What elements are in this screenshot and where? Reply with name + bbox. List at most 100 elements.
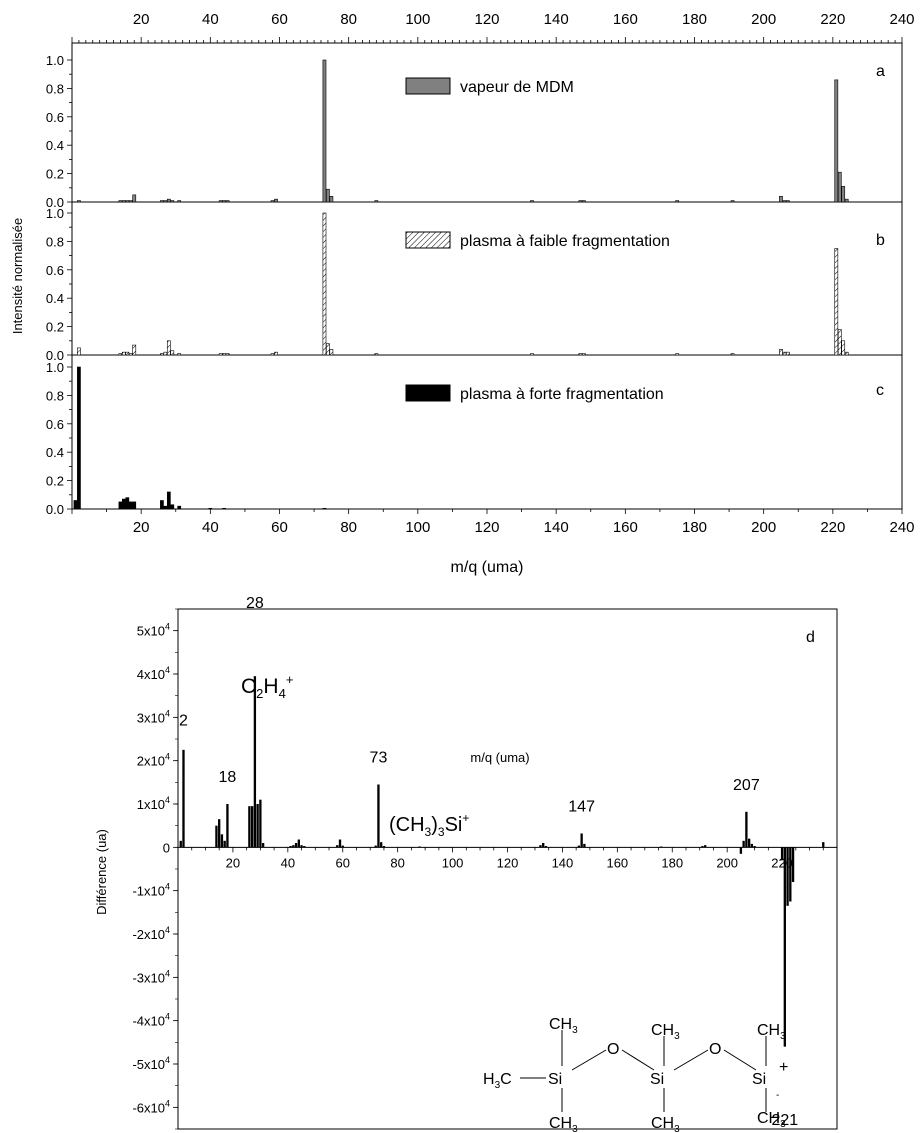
top-y-tick-label: 0.6 [46, 110, 64, 125]
bar-b-mz-28 [166, 340, 171, 356]
diff-bar-mz-2 [182, 749, 185, 848]
bar-a-mz-207 [786, 200, 790, 203]
bar-b-mz-74 [326, 343, 330, 356]
diff-bar-mz-146 [577, 845, 581, 848]
top-ticks [67, 37, 903, 514]
svg-text:Si: Si [752, 1071, 766, 1088]
bar-a-mz-18 [132, 194, 137, 203]
top-y-tick-label: 0.4 [46, 445, 64, 460]
top-x-tick-label: 140 [544, 11, 569, 28]
diff-y-tick-label: -1x104 [132, 882, 170, 899]
bar-a-mz-27 [163, 200, 168, 203]
top-y-tick-label: 1.0 [46, 206, 64, 221]
diff-bar-mz-74 [380, 842, 383, 848]
svg-text:O: O [709, 1041, 721, 1058]
svg-text:CH3: CH3 [549, 1115, 578, 1133]
bar-a-mz-28 [166, 198, 171, 203]
legend-label-b: plasma à faible fragmentation [460, 233, 670, 250]
diff-y-tick-label: 1x104 [137, 795, 170, 812]
diff-bar-mz-209 [750, 843, 754, 848]
diff-bar-mz-16 [220, 834, 224, 848]
bar-a-mz-17 [128, 200, 133, 203]
diff-x-tick-label: 20 [226, 855, 240, 870]
diff-bar-mz-224 [791, 847, 795, 882]
diff-bar-mz-191 [701, 846, 704, 848]
bar-c-mz-28 [166, 491, 171, 510]
top-x-tick-label: 240 [889, 11, 914, 28]
top-x-tick-label: 40 [202, 519, 219, 536]
diff-bar-mz-206 [742, 840, 745, 848]
svg-text:(CH3)3Si+: (CH3)3Si+ [389, 811, 469, 839]
bar-a-mz-58 [270, 200, 275, 203]
bar-c-mz-14 [118, 501, 123, 510]
panel-label-b: b [876, 232, 885, 249]
svg-text:O: O [607, 1041, 619, 1058]
bar-a-mz-222 [837, 171, 842, 203]
top-y-tick-label: 0.0 [46, 502, 64, 517]
bar-a-mz-2 [77, 200, 81, 203]
bar-b-mz-2 [77, 347, 81, 356]
top-y-tick-label: 0.6 [46, 417, 64, 432]
bar-c-mz-29 [170, 504, 175, 510]
bar-c-mz-18 [132, 501, 137, 510]
diff-bar-mz-44 [297, 839, 300, 848]
mdm-structure: CH3 CH3 CH3 H3C Si Si Si O O + - CH3 CH3… [483, 1016, 788, 1133]
diff-y-tick-label: -3x104 [132, 968, 170, 985]
diff-bar-mz-132 [539, 845, 542, 848]
diff-bar-mz-59 [338, 839, 342, 848]
top-y-tick-label: 0.0 [46, 348, 64, 363]
top-y-tick-label: 0.2 [46, 320, 64, 335]
top-y-tick-label: 0.2 [46, 167, 64, 182]
top-y-tick-label: 0.4 [46, 138, 64, 153]
diff-bar-mz-60 [341, 845, 344, 848]
bar-a-mz-44 [222, 200, 227, 203]
bar-a-mz-73 [322, 59, 327, 203]
diff-y-tick-label: 5x104 [137, 622, 170, 639]
bar-a-mz-147 [578, 200, 583, 203]
svg-text:Si: Si [548, 1071, 562, 1088]
svg-text:CH3: CH3 [757, 1110, 786, 1130]
bar-b-mz-205 [779, 349, 783, 356]
bar-a-mz-75 [329, 196, 334, 203]
bar-a-mz-43 [218, 200, 223, 203]
svg-text:CH3: CH3 [757, 1022, 786, 1042]
bar-b-mz-75 [329, 349, 334, 356]
bar-b-mz-16 [125, 351, 130, 356]
top-x-tick-label: 200 [751, 519, 776, 536]
bottom-x-axis-label: m/q (uma) [470, 750, 529, 765]
diff-bar-mz-14 [215, 825, 218, 848]
diff-bar-mz-27 [250, 806, 254, 848]
top-x-tick-label: 100 [405, 519, 430, 536]
top-y-tick-label: 0.6 [46, 263, 64, 278]
diff-bar-mz-45 [300, 845, 303, 848]
bar-a-mz-88 [374, 200, 379, 203]
svg-text:Si: Si [650, 1071, 664, 1088]
bar-b-mz-148 [581, 353, 586, 356]
legend-label-c: plasma à forte fragmentation [460, 386, 664, 403]
bar-b-mz-14 [118, 353, 123, 356]
bar-a-mz-15 [122, 200, 126, 203]
bar-b-mz-175 [675, 353, 680, 356]
bar-a-mz-45 [225, 200, 230, 203]
diff-x-tick-label: 60 [336, 855, 350, 870]
top-x-tick-label: 100 [405, 11, 430, 28]
diff-bar-mz-148 [583, 843, 586, 848]
bottom-y-tick-labels: 5x104 4x104 3x104 2x104 1x104 0 -1x104 -2x104 -3… [132, 622, 170, 1116]
top-x-tick-label: 160 [613, 519, 638, 536]
top-x-tick-labels-upper: 20 40 60 80 100 120 140 160 180 200 220 240 [133, 11, 915, 28]
svg-text:C2H4+: C2H4+ [241, 672, 293, 701]
legend-swatch-b [405, 231, 451, 249]
diff-x-tick-label: 200 [716, 855, 738, 870]
top-y-tick-label: 1.0 [46, 53, 64, 68]
top-x-tick-label: 220 [820, 11, 845, 28]
top-x-tick-label: 60 [271, 519, 288, 536]
diff-x-tick-label: 80 [390, 855, 404, 870]
c2h4-ion-label: C2H4+ [241, 672, 293, 701]
legend-swatch-c [405, 384, 451, 402]
bar-b-mz-17 [128, 353, 133, 356]
diff-bar-mz-221 [783, 847, 786, 1047]
bar-a-mz-205 [779, 196, 783, 203]
top-y-tick-labels: 0.00.20.40.60.81.00.00.20.40.60.81.00.00… [46, 53, 64, 517]
bar-b-mz-191 [730, 353, 735, 356]
